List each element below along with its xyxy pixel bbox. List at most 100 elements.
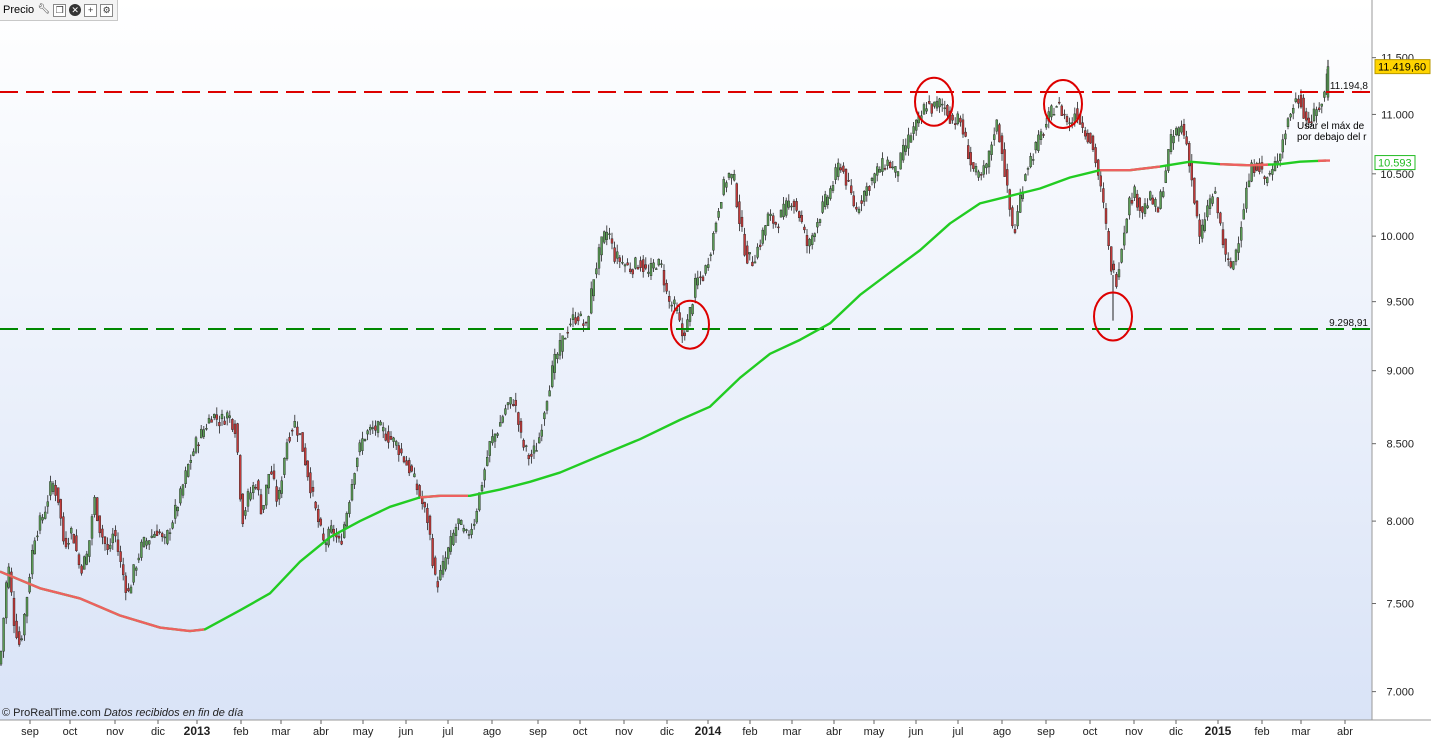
candle-body: [1008, 189, 1011, 210]
candle-body: [909, 135, 913, 143]
candle-body: [1268, 173, 1272, 175]
candle-body: [977, 171, 980, 178]
candle-body: [870, 178, 874, 181]
x-tick-label: oct: [573, 726, 588, 738]
candle-body: [186, 463, 190, 477]
candle-body: [155, 530, 159, 537]
candle-body: [317, 509, 320, 523]
y-tick-label: 9.000: [1386, 366, 1414, 378]
close-icon[interactable]: ✕: [69, 4, 82, 16]
candle-body: [423, 502, 426, 508]
candle-body: [519, 420, 523, 433]
restore-window-icon[interactable]: ❐: [53, 3, 67, 17]
candle-body: [1172, 135, 1175, 144]
candle-body: [350, 484, 354, 501]
candle-body: [878, 169, 881, 173]
candle-body: [1135, 193, 1139, 208]
candle-body: [527, 455, 530, 460]
candle-body: [935, 100, 939, 109]
x-tick-label: feb: [742, 726, 757, 738]
candle-body: [1146, 205, 1149, 209]
plot-background: [0, 0, 1372, 720]
candle-body: [348, 502, 351, 514]
candle-body: [330, 525, 333, 533]
candle-body: [499, 422, 502, 427]
candle-body: [514, 399, 517, 406]
candle-body: [852, 195, 855, 207]
x-tick-label: feb: [1254, 726, 1269, 738]
candle-body: [51, 483, 55, 492]
candle-body: [894, 166, 897, 173]
x-tick-label: abr: [1337, 726, 1353, 738]
candle-body: [496, 433, 499, 436]
candle-body: [1203, 219, 1207, 231]
candle-body: [691, 304, 694, 315]
candle-body: [1164, 170, 1168, 183]
settings-icon[interactable]: ⚙: [100, 3, 114, 17]
candle-body: [551, 365, 554, 387]
candle-body: [270, 471, 273, 475]
candle-body: [1026, 168, 1030, 170]
candle-body: [987, 150, 991, 168]
candle-body: [1281, 139, 1285, 153]
candle-body: [163, 536, 167, 539]
candle-body: [839, 167, 842, 171]
candle-body: [33, 540, 36, 555]
candle-body: [1068, 122, 1071, 124]
candle-body: [733, 173, 736, 181]
candle-body: [1031, 159, 1035, 161]
candle-body: [1289, 113, 1292, 118]
candle-body: [38, 515, 42, 531]
moving-average-falling-segment: [0, 570, 205, 633]
candle-body: [647, 271, 650, 274]
candle-body: [1115, 274, 1118, 287]
candle-body: [961, 119, 965, 135]
candle-body: [623, 264, 627, 267]
x-tick-label: jun: [398, 726, 414, 738]
wrench-icon[interactable]: 🔧︎: [37, 4, 51, 15]
candle-body: [7, 566, 11, 588]
candle-body: [873, 173, 876, 184]
candle-body: [605, 231, 608, 240]
candle-body: [259, 494, 263, 515]
candle-body: [538, 437, 541, 444]
candle-body: [844, 168, 848, 186]
candle-body: [1089, 132, 1092, 144]
candle-body: [826, 196, 829, 205]
candle-body: [101, 528, 104, 538]
candle-body: [244, 510, 247, 516]
add-indicator-icon[interactable]: +: [84, 3, 98, 17]
candle-body: [985, 163, 988, 169]
candle-body: [621, 262, 624, 264]
candle-body: [54, 485, 57, 496]
candle-body: [124, 575, 128, 593]
candle-body: [777, 226, 780, 229]
candle-body: [249, 492, 252, 500]
resistance-label: 11.194,8: [1330, 81, 1369, 92]
candle-body: [938, 98, 941, 108]
candle-body: [251, 485, 255, 494]
candle-body: [205, 428, 208, 430]
candle-body: [704, 265, 707, 274]
candle-body: [150, 535, 154, 538]
candle-body: [480, 485, 484, 492]
candle-body: [727, 173, 731, 178]
candle-body: [408, 460, 411, 474]
x-tick-label: feb: [233, 726, 248, 738]
candle-body: [883, 167, 887, 170]
candle-body: [1013, 229, 1017, 233]
candle-body: [1011, 207, 1014, 227]
candle-body: [1273, 161, 1277, 172]
candle-body: [202, 429, 206, 437]
circle-top-june-2014: [914, 76, 954, 127]
candle-body: [816, 222, 819, 228]
candle-body: [283, 457, 286, 475]
candle-body: [751, 261, 754, 267]
candle-body: [1245, 187, 1248, 209]
candle-body: [548, 390, 551, 397]
candle-body: [363, 438, 367, 442]
candle-body: [660, 263, 663, 265]
candle-body: [1284, 133, 1287, 140]
y-tick-label: 10.000: [1380, 231, 1414, 243]
